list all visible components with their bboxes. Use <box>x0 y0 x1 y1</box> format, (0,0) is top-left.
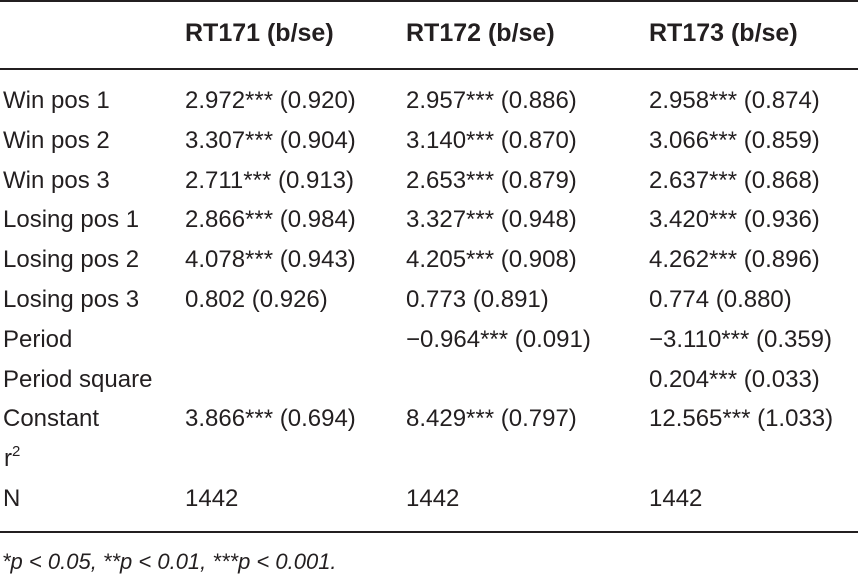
cell-rt171: 0.802 (0.926) <box>185 286 328 313</box>
cell-rt173: 4.262*** (0.896) <box>649 246 820 273</box>
cell-rt173: 12.565*** (1.033) <box>649 405 834 432</box>
cell-rt173: 2.637*** (0.868) <box>649 167 820 194</box>
cell-rt172: 0.773 (0.891) <box>406 286 549 313</box>
row-label: Constant <box>3 405 100 432</box>
column-header-rt171: RT171 (b/se) <box>185 19 334 47</box>
row-label: Period <box>3 326 73 353</box>
header-rule <box>0 68 858 70</box>
table-row: Losing pos 2 4.078*** (0.943) 4.205*** (… <box>0 240 858 280</box>
cell-rt172: 4.205*** (0.908) <box>406 246 577 273</box>
superscript-2: 2 <box>12 443 21 460</box>
cell-rt172: 3.140*** (0.870) <box>406 127 577 154</box>
cell-rt171: 4.078*** (0.943) <box>185 246 356 273</box>
row-label: Losing pos 2 <box>3 246 140 273</box>
row-label-r-squared: r2 <box>4 439 20 482</box>
column-header-rt173: RT173 (b/se) <box>649 19 798 47</box>
significance-footnote: *p < 0.05, **p < 0.01, ***p < 0.001. <box>2 549 337 574</box>
cell-rt171: 3.307*** (0.904) <box>185 127 356 154</box>
table-row: Period square 0.204*** (0.033) <box>0 360 858 400</box>
top-rule <box>0 0 858 2</box>
table-row: Win pos 3 2.711*** (0.913) 2.653*** (0.8… <box>0 161 858 201</box>
bottom-rule <box>0 531 858 533</box>
table-row: Losing pos 1 2.866*** (0.984) 3.327*** (… <box>0 200 858 240</box>
cell-rt171: 2.972*** (0.920) <box>185 87 356 114</box>
cell-rt173: 3.420*** (0.936) <box>649 206 820 233</box>
cell-rt173: 0.774 (0.880) <box>649 286 792 313</box>
cell-rt171: 2.866*** (0.984) <box>185 206 356 233</box>
cell-rt172: 2.653*** (0.879) <box>406 167 577 194</box>
row-label: Win pos 3 <box>3 167 110 194</box>
column-header-rt172: RT172 (b/se) <box>406 19 555 47</box>
table-row: r2 <box>0 439 858 479</box>
r-symbol: r <box>4 445 12 472</box>
row-label: Losing pos 1 <box>3 206 140 233</box>
cell-rt171: 3.866*** (0.694) <box>185 405 356 432</box>
table-row: N 1442 1442 1442 <box>0 479 858 519</box>
row-label: Win pos 1 <box>3 87 110 114</box>
row-label: Losing pos 3 <box>3 286 140 313</box>
table-row: Win pos 1 2.972*** (0.920) 2.957*** (0.8… <box>0 81 858 121</box>
table-row: Constant 3.866*** (0.694) 8.429*** (0.79… <box>0 399 858 439</box>
cell-rt172: 8.429*** (0.797) <box>406 405 577 432</box>
cell-rt173: 3.066*** (0.859) <box>649 127 820 154</box>
cell-rt172: 2.957*** (0.886) <box>406 87 577 114</box>
cell-rt172: 1442 <box>406 485 460 512</box>
table-row: Losing pos 3 0.802 (0.926) 0.773 (0.891)… <box>0 280 858 320</box>
row-label: Period square <box>3 366 153 393</box>
cell-rt173: 1442 <box>649 485 703 512</box>
row-label: Win pos 2 <box>3 127 110 154</box>
cell-rt171: 1442 <box>185 485 239 512</box>
cell-rt173: −3.110*** (0.359) <box>649 326 833 353</box>
table-row: Win pos 2 3.307*** (0.904) 3.140*** (0.8… <box>0 121 858 161</box>
table-row: Period −0.964*** (0.091) −3.110*** (0.35… <box>0 320 858 360</box>
cell-rt172: 3.327*** (0.948) <box>406 206 577 233</box>
cell-rt173: 2.958*** (0.874) <box>649 87 820 114</box>
cell-rt171: 2.711*** (0.913) <box>185 167 355 194</box>
row-label: N <box>3 485 21 512</box>
cell-rt173: 0.204*** (0.033) <box>649 366 820 393</box>
cell-rt172: −0.964*** (0.091) <box>406 326 591 353</box>
